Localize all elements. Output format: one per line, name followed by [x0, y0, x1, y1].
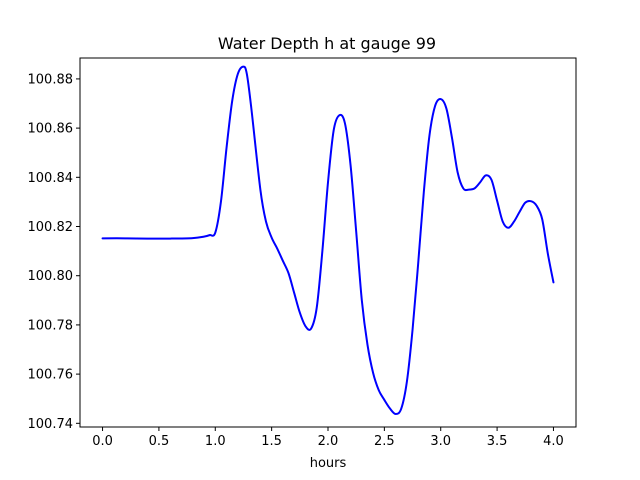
x-tick-label: 2.5: [374, 434, 395, 449]
x-tick-label: 3.0: [430, 434, 451, 449]
y-tick-label: 100.78: [28, 318, 74, 333]
x-tick-label: 3.5: [487, 434, 508, 449]
series-line: [101, 65, 555, 415]
y-tick-label: 100.84: [28, 171, 74, 186]
x-axis-label: hours: [310, 456, 347, 471]
x-tick-label: 0.5: [149, 434, 170, 449]
chart-title: Water Depth h at gauge 99: [218, 34, 436, 53]
y-tick-label: 100.82: [28, 220, 74, 235]
y-tick-label: 100.80: [28, 269, 74, 284]
x-tick-label: 4.0: [543, 434, 564, 449]
series-layer: [101, 65, 555, 415]
y-axis: 100.74 100.76 100.78 100.80 100.82 100.84 100.…: [28, 72, 80, 432]
x-tick-label: 0.0: [92, 434, 113, 449]
x-tick-label: 2.0: [318, 434, 339, 449]
y-tick-label: 100.74: [28, 417, 74, 432]
y-tick-label: 100.76: [28, 368, 74, 383]
x-tick-label: 1.5: [261, 434, 282, 449]
x-axis: 0.0 0.5 1.0 1.5 2.0 2.5 3.0 3.5 4.0: [92, 427, 564, 449]
x-tick-label: 1.0: [205, 434, 226, 449]
plot-area: [79, 57, 577, 428]
y-tick-label: 100.88: [28, 72, 74, 87]
y-tick-label: 100.86: [28, 122, 74, 137]
